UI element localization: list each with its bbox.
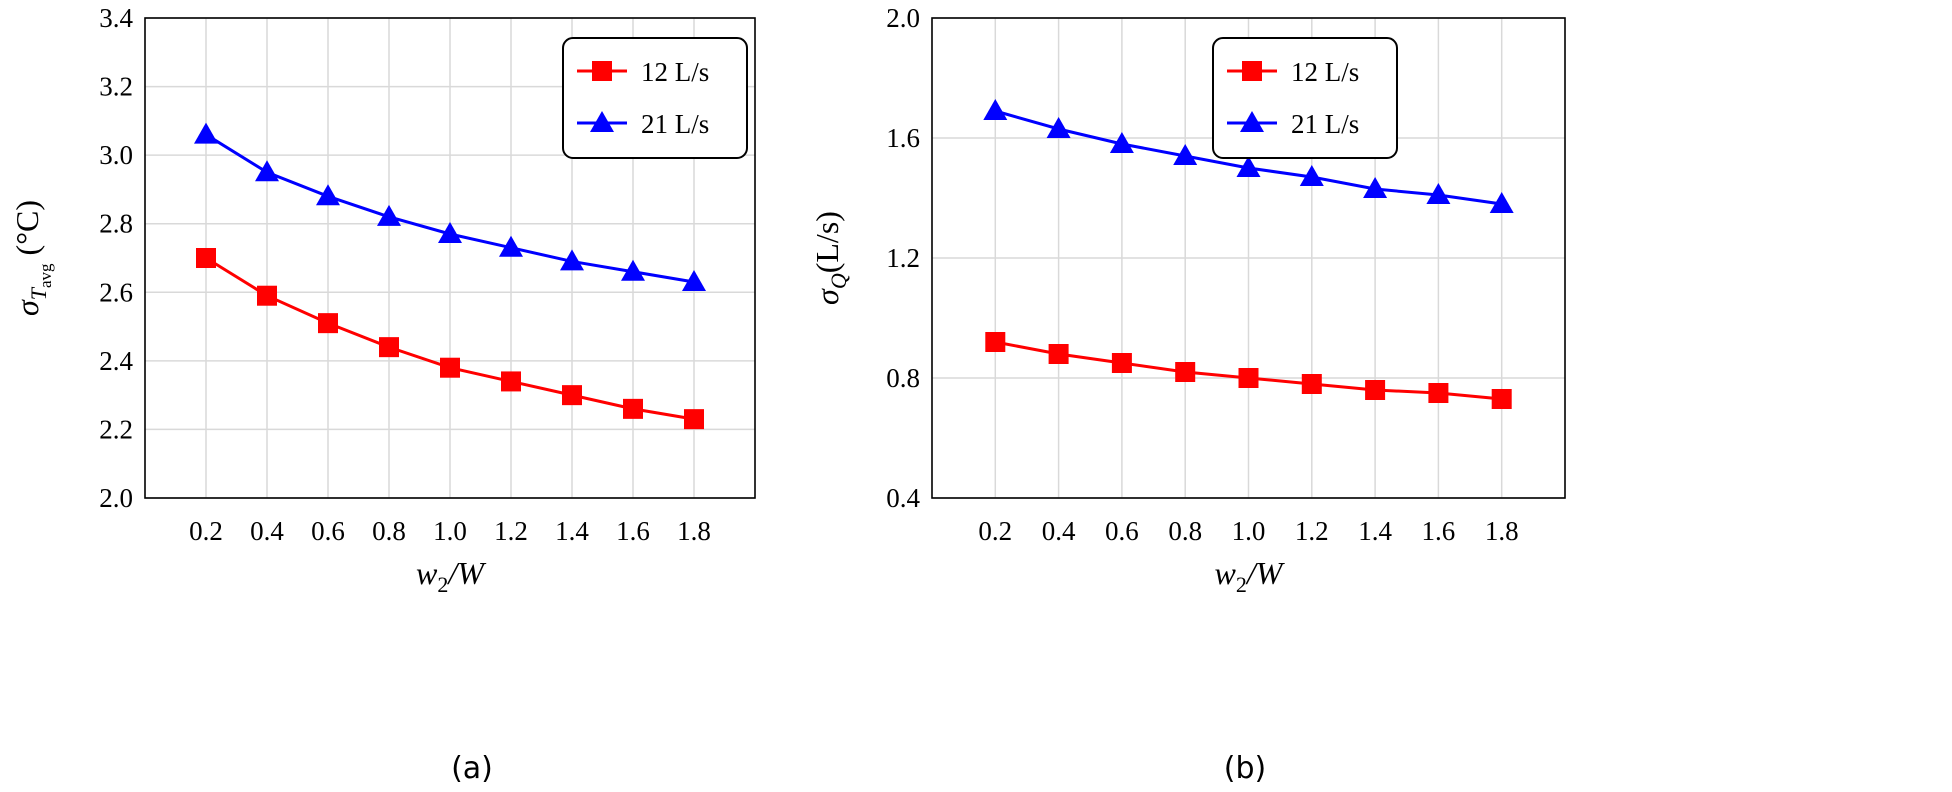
data-point	[1299, 165, 1324, 186]
y-axis-label: σTavg (°C)	[9, 200, 55, 316]
y-tick-label: 2.8	[99, 209, 133, 239]
data-point	[623, 398, 643, 419]
data-point	[1489, 192, 1514, 213]
panel-label: (b)	[1224, 751, 1266, 786]
data-point	[1491, 389, 1512, 409]
legend-marker	[1240, 111, 1264, 132]
data-point	[1109, 132, 1134, 153]
data-point	[1238, 368, 1259, 388]
x-tick-label: 0.4	[250, 516, 284, 546]
legend-label: 12 L/s	[641, 57, 709, 87]
data-point	[318, 313, 338, 334]
data-point	[1048, 344, 1069, 364]
data-point	[1046, 117, 1071, 138]
plot-frame	[931, 17, 1566, 499]
y-tick-label: 2.2	[99, 414, 133, 444]
legend	[562, 37, 748, 159]
y-tick-label: 1.2	[886, 243, 920, 273]
data-point	[255, 160, 279, 182]
x-tick-label: 0.6	[311, 516, 345, 546]
x-tick-label: 0.8	[372, 516, 406, 546]
data-point	[194, 122, 218, 144]
x-tick-label: 0.2	[978, 516, 1012, 546]
y-tick-label: 0.8	[886, 363, 920, 393]
data-point	[257, 285, 277, 306]
plot-frame	[144, 17, 756, 499]
legend-label: 21 L/s	[1291, 109, 1359, 139]
x-tick-label: 0.4	[1042, 516, 1076, 546]
data-point	[562, 385, 582, 406]
data-point	[501, 371, 521, 392]
x-tick-label: 0.6	[1105, 516, 1139, 546]
x-tick-label: 1.8	[677, 516, 711, 546]
data-point	[499, 235, 523, 257]
x-tick-label: 0.8	[1168, 516, 1202, 546]
legend-marker	[590, 111, 614, 132]
data-point	[560, 249, 584, 271]
data-point	[1365, 380, 1386, 400]
x-tick-label: 1.2	[1295, 516, 1329, 546]
data-point	[377, 204, 401, 226]
chart-panel-a: 0.2 0.4 0.6 0.8 1.0 1.2 1.4 1.6 1.8 2.0 2.2 2.4 2.6 2…	[9, 3, 756, 786]
x-tick-label: 1.4	[555, 516, 589, 546]
x-axis-label: w2/W	[416, 555, 487, 597]
data-point	[985, 332, 1006, 352]
y-tick-label: 2.0	[99, 483, 133, 513]
legend	[1212, 37, 1398, 159]
data-point	[196, 248, 216, 268]
x-tick-label: 0.2	[189, 516, 223, 546]
y-tick-label: 3.2	[99, 72, 133, 102]
legend-label: 21 L/s	[641, 109, 709, 139]
legend-marker	[592, 61, 612, 81]
data-point	[1173, 144, 1198, 165]
x-tick-label: 1.4	[1358, 516, 1392, 546]
chart-panel-b: 0.2 0.4 0.6 0.8 1.0 1.2 1.4 1.6 1.8 0.4 0.8 1.2 1.6 2…	[809, 3, 1566, 786]
data-point	[438, 222, 462, 243]
legend-label: 12 L/s	[1291, 57, 1359, 87]
data-point	[440, 357, 460, 378]
x-tick-label: 1.0	[1232, 516, 1266, 546]
data-point	[682, 270, 706, 291]
data-point	[684, 409, 704, 430]
data-point	[1301, 374, 1322, 394]
data-point	[379, 337, 399, 358]
data-point	[1426, 183, 1451, 204]
x-tick-label: 1.2	[494, 516, 528, 546]
data-point	[1175, 362, 1196, 382]
y-axis-label: σQ(L/s)	[809, 211, 851, 305]
y-tick-label: 2.6	[99, 277, 133, 307]
y-tick-label: 3.0	[99, 140, 133, 170]
y-tick-label: 2.0	[886, 3, 920, 33]
data-point	[1236, 156, 1261, 177]
legend-marker	[1242, 61, 1262, 81]
x-tick-label: 1.8	[1485, 516, 1519, 546]
data-point	[621, 259, 645, 281]
x-axis-label: w2/W	[1215, 555, 1286, 597]
y-tick-label: 0.4	[886, 483, 920, 513]
y-tick-label: 2.4	[99, 346, 133, 376]
data-point	[983, 99, 1008, 120]
data-point	[1111, 353, 1132, 373]
data-point	[1363, 177, 1388, 198]
panel-label: (a)	[451, 751, 493, 786]
x-tick-label: 1.6	[1422, 516, 1456, 546]
y-tick-label: 3.4	[99, 3, 133, 33]
x-tick-label: 1.6	[616, 516, 650, 546]
data-point	[1428, 383, 1449, 403]
data-point	[316, 184, 340, 206]
y-tick-label: 1.6	[886, 123, 920, 153]
x-tick-label: 1.0	[433, 516, 467, 546]
